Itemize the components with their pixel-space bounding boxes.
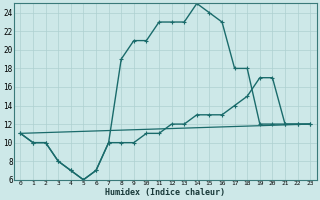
X-axis label: Humidex (Indice chaleur): Humidex (Indice chaleur) xyxy=(105,188,225,197)
